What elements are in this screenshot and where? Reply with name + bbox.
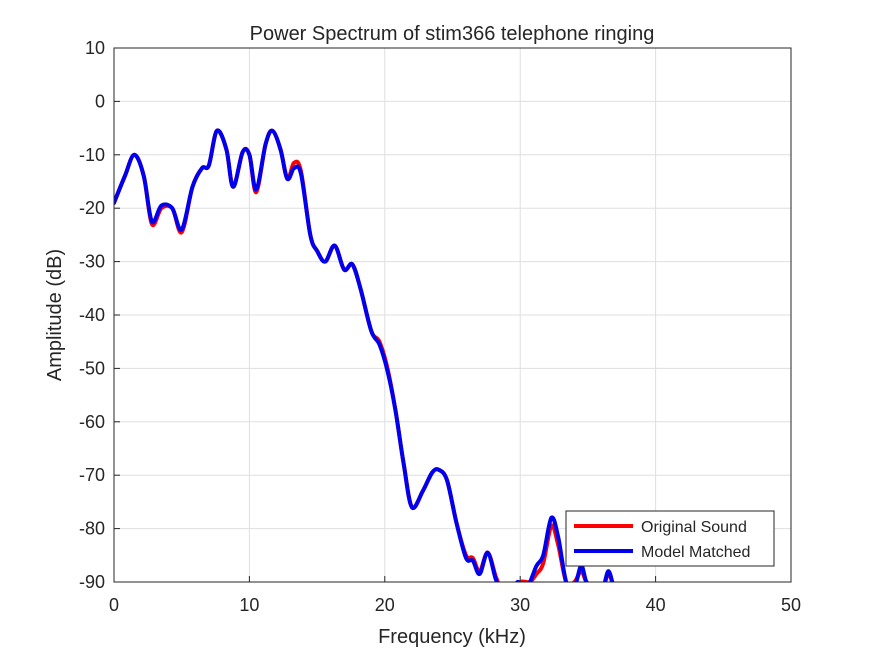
y-tick-label: -80	[79, 519, 105, 539]
y-tick-label: 0	[95, 91, 105, 111]
y-axis-label: Amplitude (dB)	[44, 249, 66, 381]
y-tick-label: -90	[79, 572, 105, 592]
x-tick-label: 40	[646, 595, 666, 615]
x-axis-label: Frequency (kHz)	[378, 626, 526, 648]
y-tick-label: 10	[85, 38, 105, 58]
x-tick-label: 50	[781, 595, 801, 615]
axis-ticks: 0 10 20 30 40 50 10 0 -10 -20 -30 -40 -50 -60 -70 -80 -9…	[79, 38, 801, 615]
x-tick-label: 0	[109, 595, 119, 615]
series-line-model-matched	[114, 128, 615, 582]
x-tick-label: 30	[510, 595, 530, 615]
y-tick-label: -10	[79, 145, 105, 165]
y-tick-label: -20	[79, 198, 105, 218]
legend-box	[565, 510, 775, 567]
x-tick-label: 20	[375, 595, 395, 615]
legend-label-model-matched: Model Matched	[641, 544, 750, 561]
y-tick-label: -70	[79, 465, 105, 485]
x-tick-label: 10	[239, 595, 259, 615]
y-tick-label: -50	[79, 358, 105, 378]
y-tick-label: -60	[79, 412, 105, 432]
legend-label-original-sound: Original Sound	[641, 519, 747, 536]
series-layer	[114, 128, 615, 582]
y-tick-label: -30	[79, 252, 105, 272]
y-tick-label: -40	[79, 305, 105, 325]
legend: Original Sound Model Matched	[565, 510, 775, 567]
chart-title: Power Spectrum of stim366 telephone ring…	[250, 23, 655, 45]
